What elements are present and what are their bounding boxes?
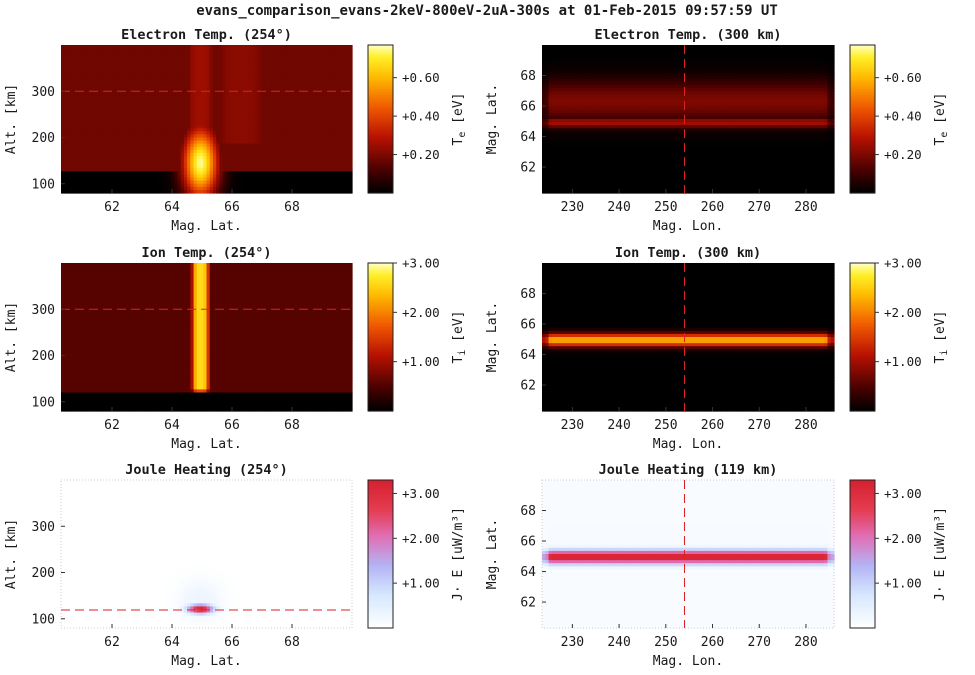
x-axis-label: Mag. Lat. (171, 219, 241, 234)
panel-electron-temp-300km: Electron Temp. (300 km)230 240 250 260 270 28… (485, 27, 950, 234)
x-tick-label: 62 (104, 200, 120, 215)
colorbar-tick-label: +0.60 (402, 70, 440, 85)
heatmap-cell (349, 190, 353, 194)
panels: Electron Temp. (254°) 62 64 66 68 100 200 300 Ma… (4, 27, 950, 669)
heatmap-cells (542, 45, 835, 194)
heatmap-cells (61, 45, 353, 194)
panel-title: Electron Temp. (254°) (121, 27, 292, 43)
colorbar-tick-label: +0.20 (402, 147, 440, 162)
y-tick-label: 200 (32, 131, 55, 146)
x-tick-label: 66 (224, 200, 240, 215)
y-tick-label: 100 (32, 177, 55, 192)
colorbar-tick-label: +0.40 (402, 109, 440, 124)
y-axis-label: Alt. [km] (4, 84, 19, 154)
x-tick-label: 64 (164, 200, 180, 215)
x-tick-label: 68 (284, 200, 300, 215)
figure-title: evans_comparison_evans-2keV-800eV-2uA-30… (196, 3, 778, 19)
panel-electron-temp-254: Electron Temp. (254°) 62 64 66 68 100 200 300 Ma… (4, 27, 468, 234)
colorbar-label: Te [eV] (451, 93, 468, 146)
colorbar: +0.20 +0.40 +0.60 Te [eV] (368, 45, 468, 194)
y-tick-label: 300 (32, 85, 55, 100)
